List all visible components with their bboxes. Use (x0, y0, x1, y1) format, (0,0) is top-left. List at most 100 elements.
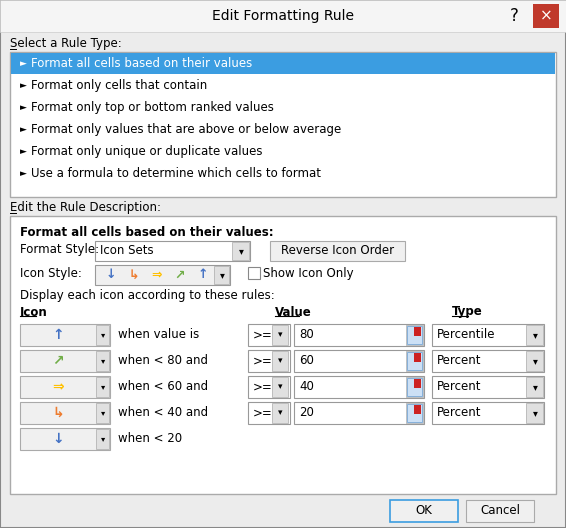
Text: ⇒: ⇒ (52, 380, 64, 394)
Text: ►: ► (20, 59, 27, 68)
Bar (533, 4, 559, 28)
Text: Edit Formatting Rule: Edit Formatting Rule (212, 9, 354, 23)
Text: ►: ► (20, 103, 27, 112)
Text: ↳: ↳ (128, 269, 139, 281)
Bar (432, 350, 544, 372)
Text: ▾: ▾ (278, 356, 282, 365)
Text: 40: 40 (299, 381, 314, 393)
Bar (294, 402, 424, 424)
Bar (95, 241, 250, 261)
Bar (526, 377, 543, 397)
Text: ▾: ▾ (220, 270, 225, 280)
Text: ↑: ↑ (197, 269, 208, 281)
Bar (407, 352, 422, 370)
Text: >=: >= (253, 407, 273, 420)
Text: Format only unique or duplicate values: Format only unique or duplicate values (31, 145, 263, 158)
Text: ▾: ▾ (101, 356, 105, 365)
Text: Display each icon according to these rules:: Display each icon according to these rul… (20, 289, 275, 303)
Text: ▾: ▾ (533, 356, 538, 366)
Bar (10, 52, 556, 197)
Bar (390, 500, 458, 522)
Text: Icon Style:: Icon Style: (20, 268, 82, 280)
Text: 20: 20 (299, 407, 314, 420)
Bar (414, 353, 421, 362)
Bar (406, 351, 423, 371)
Text: ↳: ↳ (52, 406, 64, 420)
Text: when < 60 and: when < 60 and (118, 381, 208, 393)
Text: ↓: ↓ (105, 269, 116, 281)
Bar (407, 404, 422, 422)
Bar (248, 267, 260, 279)
Bar (526, 403, 543, 423)
Bar (20, 350, 110, 372)
Bar (272, 377, 288, 397)
Text: ►: ► (20, 169, 27, 178)
Bar (248, 350, 290, 372)
Text: Format only values that are above or below average: Format only values that are above or bel… (31, 123, 341, 136)
Bar (96, 377, 109, 397)
Text: ▾: ▾ (101, 409, 105, 418)
Bar (11, 53, 555, 74)
Text: 80: 80 (299, 328, 314, 342)
Bar (466, 500, 534, 522)
Bar (407, 326, 422, 344)
Text: Percent: Percent (437, 407, 482, 420)
Bar (96, 403, 109, 423)
Text: Edit the Rule Description:: Edit the Rule Description: (10, 202, 161, 214)
Bar (432, 402, 544, 424)
Bar (20, 324, 110, 346)
Bar (96, 325, 109, 345)
Text: ►: ► (20, 125, 27, 134)
Text: ↑: ↑ (52, 328, 64, 342)
Bar (20, 428, 110, 450)
Bar (406, 377, 423, 397)
Bar (526, 351, 543, 371)
Text: >=: >= (253, 354, 273, 367)
Bar (20, 402, 110, 424)
Text: when < 20: when < 20 (118, 432, 182, 446)
Bar (272, 325, 288, 345)
Text: Reverse Icon Order: Reverse Icon Order (281, 244, 394, 258)
Text: ⇒: ⇒ (151, 269, 162, 281)
Bar (248, 402, 290, 424)
Text: Select a Rule Type:: Select a Rule Type: (10, 37, 122, 51)
Text: when value is: when value is (118, 328, 199, 342)
Bar (294, 350, 424, 372)
Bar (95, 265, 230, 285)
Bar (414, 405, 421, 414)
Text: Show Icon Only: Show Icon Only (263, 267, 354, 279)
Bar (272, 351, 288, 371)
Text: Cancel: Cancel (480, 504, 520, 517)
Text: ▾: ▾ (533, 382, 538, 392)
Text: Format only cells that contain: Format only cells that contain (31, 79, 207, 92)
Bar (0, 0, 566, 32)
Bar (294, 324, 424, 346)
Text: OK: OK (415, 504, 432, 517)
Bar (414, 379, 421, 388)
Text: ↗: ↗ (52, 354, 64, 368)
Text: when < 80 and: when < 80 and (118, 354, 208, 367)
Text: Percent: Percent (437, 354, 482, 367)
Text: when < 40 and: when < 40 and (118, 407, 208, 420)
Text: Value: Value (275, 306, 312, 318)
Text: 60: 60 (299, 354, 314, 367)
Bar (232, 242, 249, 260)
Text: ►: ► (20, 81, 27, 90)
Bar (294, 376, 424, 398)
Text: ▾: ▾ (278, 409, 282, 418)
Bar (432, 324, 544, 346)
Text: ▾: ▾ (533, 408, 538, 418)
Bar (10, 216, 556, 494)
Bar (96, 351, 109, 371)
Text: Format all cells based on their values: Format all cells based on their values (31, 57, 252, 70)
Bar (406, 403, 423, 423)
Text: >=: >= (253, 381, 273, 393)
Text: Format all cells based on their values:: Format all cells based on their values: (20, 225, 273, 239)
Bar (432, 376, 544, 398)
Bar (20, 376, 110, 398)
Text: ▾: ▾ (278, 382, 282, 391)
Text: ↓: ↓ (52, 432, 64, 446)
Text: ↗: ↗ (174, 269, 185, 281)
Bar (96, 429, 109, 449)
Text: ▾: ▾ (533, 330, 538, 340)
